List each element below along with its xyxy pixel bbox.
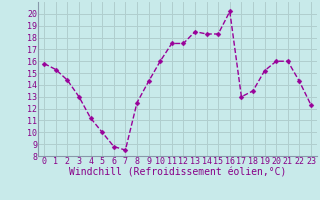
- X-axis label: Windchill (Refroidissement éolien,°C): Windchill (Refroidissement éolien,°C): [69, 168, 286, 178]
